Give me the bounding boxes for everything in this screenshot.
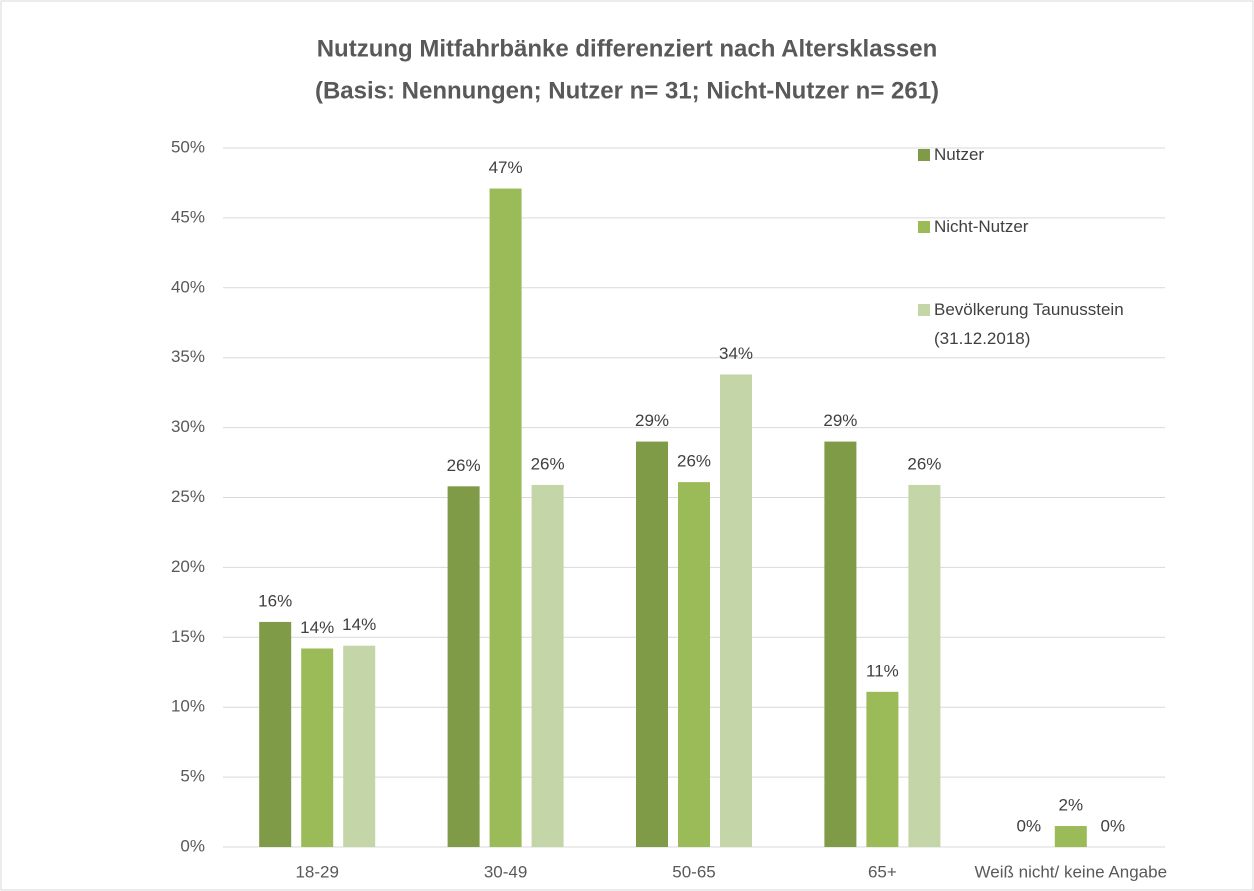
data-label: 16% <box>258 591 292 610</box>
y-tick-label: 0% <box>180 836 205 855</box>
chart-title: Nutzung Mitfahrbänke differenziert nach … <box>317 35 938 62</box>
legend-swatch <box>918 149 930 161</box>
y-tick-label: 30% <box>171 417 205 436</box>
y-tick-label: 50% <box>171 137 205 156</box>
legend-entry: Nicht-Nutzer <box>918 212 1204 241</box>
legend-label: Nutzer <box>934 145 985 164</box>
data-label: 26% <box>677 452 711 471</box>
y-tick-label: 20% <box>171 557 205 576</box>
bar <box>447 486 480 847</box>
data-label: 0% <box>1101 816 1126 835</box>
bar <box>866 691 899 847</box>
bar <box>824 441 857 847</box>
bar <box>489 188 522 848</box>
legend-swatch <box>918 304 930 316</box>
data-label: 11% <box>866 661 899 680</box>
bar <box>343 645 376 847</box>
bar <box>720 374 752 847</box>
bar <box>531 484 564 847</box>
legend-entry: Nutzer <box>918 140 1204 169</box>
x-tick-label: Weiß nicht/ keine Angabe <box>975 862 1167 881</box>
x-tick-label: 65+ <box>868 862 897 881</box>
legend-label: Nicht-Nutzer <box>934 217 1029 236</box>
x-tick-label: 50-65 <box>672 862 715 881</box>
x-tick-label: 30-49 <box>484 862 527 881</box>
data-label: 14% <box>342 615 376 634</box>
data-label: 14% <box>300 618 334 637</box>
y-tick-label: 35% <box>171 347 205 366</box>
legend-swatch <box>918 221 930 233</box>
chart-subtitle: (Basis: Nennungen; Nutzer n= 31; Nicht-N… <box>315 77 939 104</box>
data-label: 47% <box>489 158 523 177</box>
bar <box>678 482 710 847</box>
y-tick-label: 45% <box>171 207 205 226</box>
y-tick-label: 40% <box>171 277 205 296</box>
data-label: 2% <box>1059 796 1084 815</box>
y-tick-label: 5% <box>180 767 205 786</box>
data-label: 26% <box>907 454 941 473</box>
data-label: 26% <box>447 456 481 475</box>
bar <box>301 648 334 847</box>
x-tick-label: 18-29 <box>295 862 338 881</box>
data-label: 29% <box>635 411 669 430</box>
legend-entry: Bevölkerung Taunusstein (31.12.2018) <box>918 295 1204 353</box>
data-label: 0% <box>1017 816 1042 835</box>
bar <box>259 621 292 847</box>
legend-label: Bevölkerung Taunusstein (31.12.2018) <box>934 300 1124 348</box>
y-tick-label: 25% <box>171 487 205 506</box>
data-label: 29% <box>823 411 857 430</box>
data-label: 26% <box>531 454 565 473</box>
bar <box>908 484 941 847</box>
data-label: 34% <box>719 344 753 363</box>
y-tick-label: 15% <box>171 627 205 646</box>
bar <box>636 441 668 847</box>
bar <box>1054 826 1087 847</box>
y-tick-label: 10% <box>171 697 205 716</box>
